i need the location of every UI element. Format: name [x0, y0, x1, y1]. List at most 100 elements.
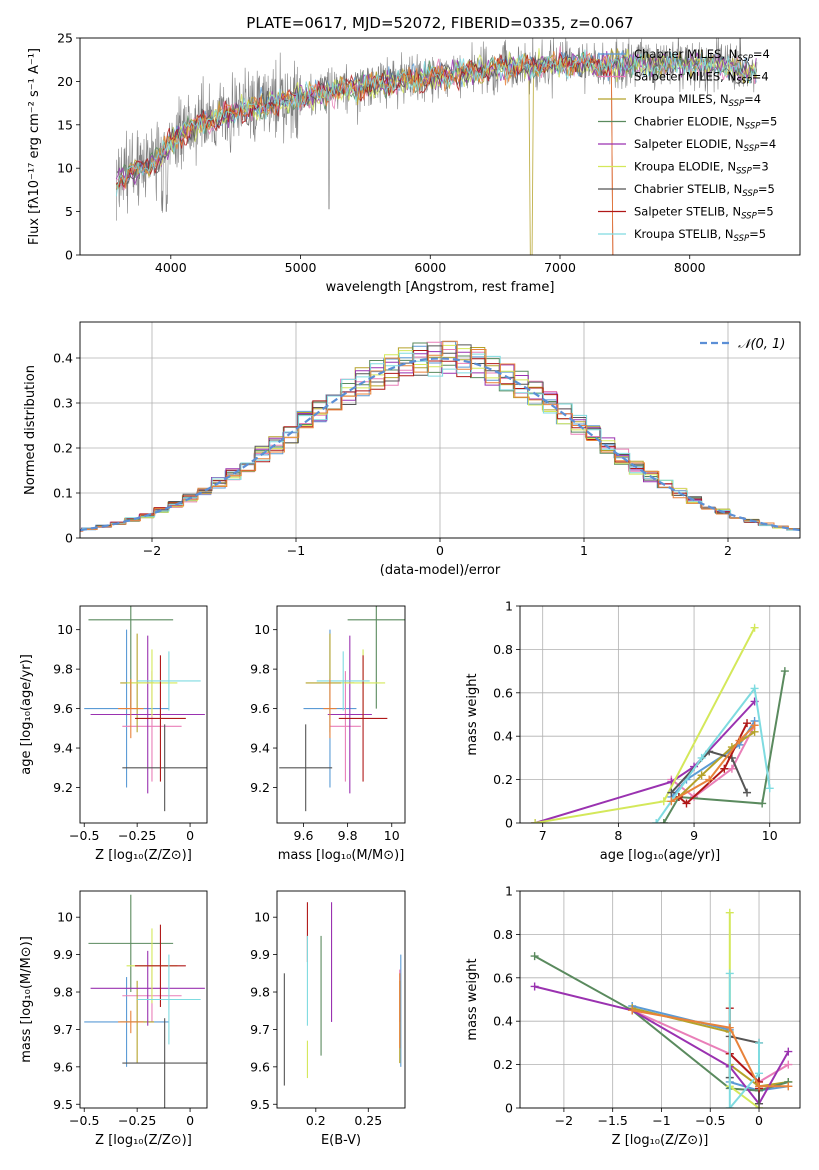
- point-chabrier_elodie: [347, 606, 405, 709]
- y-axis-label: mass weight: [465, 958, 480, 1040]
- point-orange: [118, 1010, 144, 1034]
- y-axis-label: Normed distribution: [23, 365, 38, 495]
- point-salpeter_stelib: [338, 655, 388, 782]
- spectrum-model-salpeter_miles: [116, 46, 757, 191]
- y-axis-label: mass weight: [465, 673, 480, 755]
- legend-tail: =5: [758, 182, 775, 196]
- axes-frame: [79, 605, 208, 824]
- spectrum-model-kroupa_stelib: [115, 49, 757, 197]
- point-salpeter_stelib: [135, 655, 186, 782]
- y-tick-label: 9.4: [250, 741, 270, 756]
- legend-entry-gaussian: 𝒩(0, 1): [738, 337, 785, 352]
- weight-marker-kroupa_stelib: [725, 1104, 734, 1108]
- panel-mass_vs_Z: −0.5 −0.25 0 9.5 9.6 9.7 9.8 9.9 10 Z [log₁₀(Z/Z⊙…: [19, 890, 208, 1148]
- x-tick-label: −1: [287, 543, 305, 558]
- legend-entry-salpeter_elodie: Salpeter ELODIE, NSSP=4: [634, 137, 776, 154]
- legend-label: Kroupa STELIB, N: [634, 227, 734, 241]
- x-tick-label: −0.5: [69, 1113, 99, 1128]
- weight-marker-kroupa_stelib: [725, 969, 734, 978]
- legend-tail: =4: [753, 47, 770, 61]
- legend-label: Chabrier MILES, N: [634, 47, 737, 61]
- weight-marker-salpeter_stelib: [720, 764, 729, 773]
- point-orange: [323, 678, 337, 739]
- weight-marker-orange: [784, 1082, 793, 1091]
- weight-line-chabrier_stelib: [670, 750, 748, 794]
- x-tick-label: −2: [555, 1113, 573, 1128]
- weight-marker-kroupa_stelib: [755, 1069, 764, 1078]
- plot-area: [80, 340, 800, 532]
- x-tick-label: −0.5: [69, 828, 99, 843]
- panel-age_vs_Z: −0.5 −0.25 0 9.2 9.4 9.6 9.8 10 Z [log₁₀(Z/Z⊙)] a…: [19, 605, 208, 863]
- y-tick-label: 0.6: [493, 970, 513, 985]
- point-chabrier_stelib: [122, 724, 207, 812]
- y-tick-label: 0.4: [493, 1014, 513, 1029]
- x-tick-label: −0.25: [118, 1113, 156, 1128]
- y-tick-label: 0: [65, 248, 73, 263]
- x-tick-label: 2: [724, 543, 732, 558]
- legend-tail: =4: [744, 92, 761, 106]
- legend-entry-kroupa_miles: Kroupa MILES, NSSP=4: [634, 92, 761, 109]
- weight-marker-chabrier_stelib: [667, 788, 676, 797]
- y-tick-label: 9.2: [250, 780, 270, 795]
- weight-marker-kroupa_elodie: [725, 908, 734, 917]
- y-tick-label: 0: [505, 1101, 513, 1116]
- y-tick-label: 9.8: [53, 985, 73, 1000]
- weight-marker-orange: [628, 1006, 637, 1015]
- legend-subscript: SSP: [745, 122, 761, 132]
- weight-marker-chabrier_elodie: [758, 799, 767, 808]
- weight-marker-chabrier_elodie: [659, 819, 668, 823]
- point-chabrier_stelib: [122, 1018, 207, 1108]
- x-tick-label: 9.8: [338, 828, 358, 843]
- x-tick-label: 1: [580, 543, 588, 558]
- weight-marker-salpeter_elodie: [784, 1047, 793, 1056]
- x-tick-label: −2: [143, 543, 161, 558]
- point-salpeter_elodie: [90, 950, 205, 1026]
- legend-tail: =4: [759, 137, 776, 151]
- axes-frame: [519, 605, 801, 824]
- panel-spectrum: 4000 5000 6000 7000 8000 0 5 10 15 20 25 wavelength…: [27, 31, 801, 295]
- legend-subscript: SSP: [741, 212, 757, 222]
- panel-mass_vs_ebv: 0.2 0.25 9.5 9.6 9.7 9.8 9.9 10 E(B-V): [250, 890, 406, 1148]
- y-tick-label: 10: [57, 910, 73, 925]
- x-tick-label: 7000: [544, 260, 576, 275]
- plot-area: [84, 606, 207, 812]
- x-tick-label: −0.5: [695, 1113, 725, 1128]
- y-tick-label: 9.6: [250, 701, 270, 716]
- x-axis-label: Z [log₁₀(Z/Z⊙)]: [95, 1133, 192, 1148]
- x-axis-label: mass [log₁₀(M/M⊙)]: [278, 848, 405, 863]
- weight-line-salpeter_elodie: [534, 700, 756, 823]
- y-tick-label: 0.1: [53, 486, 73, 501]
- axes-frame: [79, 37, 801, 256]
- weight-marker-kroupa_elodie: [659, 797, 668, 806]
- y-tick-label: 9.2: [53, 780, 73, 795]
- weight-marker-kroupa_stelib: [765, 784, 774, 793]
- histogram-orange: [80, 340, 800, 532]
- legend-tail: =4: [752, 70, 769, 84]
- legend-subscript: SSP: [729, 99, 745, 109]
- point-salpeter_miles: [329, 671, 361, 782]
- panel-residuals: −2 −1 0 1 2 0 0.1 0.2 0.3 0.4 (data-model)/error No…: [23, 321, 801, 578]
- x-axis-label: Z [log₁₀(Z/Z⊙)]: [95, 848, 192, 863]
- legend-entry-chabrier_elodie: Chabrier ELODIE, NSSP=5: [634, 115, 777, 132]
- y-tick-label: 0.6: [493, 685, 513, 700]
- y-tick-label: 9.5: [53, 1097, 73, 1112]
- weight-marker-kroupa_elodie: [750, 623, 759, 632]
- y-tick-label: 5: [65, 204, 73, 219]
- y-tick-label: 9.9: [250, 947, 270, 962]
- weight-marker-orange: [755, 1082, 764, 1091]
- x-tick-label: 0: [186, 1113, 194, 1128]
- x-axis-label: (data-model)/error: [380, 563, 501, 578]
- legend-label: Kroupa MILES, N: [634, 92, 729, 106]
- weight-marker-kroupa_elodie: [531, 819, 540, 823]
- point-orange: [118, 678, 144, 739]
- x-tick-label: 0: [755, 1113, 763, 1128]
- plot-area: [279, 606, 405, 812]
- axes-frame: [519, 890, 801, 1109]
- legend-subscript: SSP: [742, 189, 758, 199]
- y-tick-label: 1: [505, 599, 513, 614]
- y-tick-label: 9.7: [53, 1022, 73, 1037]
- legend-entry-salpeter_miles: Salpeter MILES, NSSP=4: [634, 70, 769, 87]
- weight-marker-orange: [725, 1023, 734, 1032]
- x-axis-label: age [log₁₀(age/yr)]: [600, 848, 721, 863]
- plot-area: [84, 894, 207, 1108]
